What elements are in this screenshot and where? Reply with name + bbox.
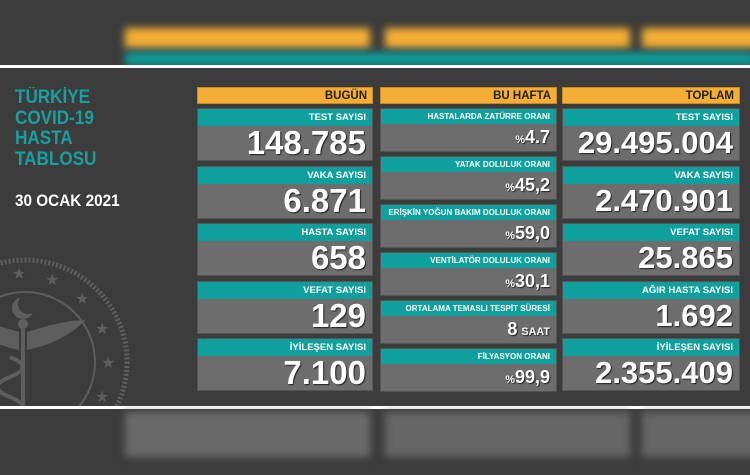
- percent-prefix: %: [505, 182, 515, 194]
- stat-value: 99,9: [514, 367, 550, 387]
- stat-value: 129: [310, 296, 366, 334]
- stat-label: YATAK DOLULUK ORANI: [381, 157, 556, 172]
- stat-card: YATAK DOLULUK ORANI %45,2: [380, 156, 557, 200]
- svg-text:★: ★: [95, 319, 109, 338]
- stat-label: AĞIR HASTA SAYISI: [563, 281, 739, 299]
- week-column: BU HAFTA HASTALARDA ZATÜRRE ORANI %4.7 YAT…: [380, 87, 557, 397]
- stat-value-row: %59,0: [381, 220, 556, 250]
- blurred-header-bar: [642, 28, 750, 48]
- divider-top: [0, 65, 750, 68]
- stat-label: FİLYASYON ORANI: [381, 349, 556, 364]
- stat-value: 8: [507, 319, 518, 339]
- stat-value-row: %99,9: [381, 364, 556, 394]
- today-column: BUGÜN TEST SAYISI 148.785 VAKA SAYISI 6.871…: [197, 87, 373, 397]
- stat-value-row: 6.871: [198, 181, 372, 219]
- stat-label: ORTALAMA TEMASLI TESPİT SÜRESİ: [381, 301, 556, 316]
- blurred-teal-bar: [125, 52, 750, 66]
- stat-card: HASTALARDA ZATÜRRE ORANI %4.7: [380, 108, 557, 152]
- stat-value-row: %45,2: [381, 172, 556, 202]
- stat-value-row: 2.470.901: [563, 182, 739, 218]
- stat-value: 148.785: [246, 124, 366, 161]
- svg-text:★: ★: [45, 270, 59, 289]
- stat-value-row: 2.355.409: [563, 356, 739, 390]
- stat-card: ORTALAMA TEMASLI TESPİT SÜRESİ 8 SAAT: [380, 300, 557, 344]
- blurred-card: [642, 412, 750, 457]
- title-line: COVID-19: [15, 107, 94, 129]
- stat-card: VEFAT SAYISI 25.865: [562, 223, 740, 276]
- today-header: BUGÜN: [197, 87, 373, 104]
- blurred-header-bar: [125, 28, 370, 48]
- stat-label: VEFAT SAYISI: [198, 281, 372, 299]
- stat-value-row: 29.495.004: [563, 126, 739, 160]
- stat-value-row: 658: [198, 241, 372, 275]
- stat-value-row: 1.692: [563, 297, 739, 333]
- stat-value: 4.7: [524, 127, 550, 147]
- stat-card: TEST SAYISI 148.785: [197, 108, 373, 161]
- stat-value: 7.100: [283, 354, 366, 391]
- stat-value-row: 129: [198, 296, 372, 334]
- svg-text:★: ★: [12, 264, 26, 283]
- stat-value: 1.692: [655, 297, 733, 333]
- week-header: BU HAFTA: [380, 87, 557, 104]
- divider-bottom: [0, 406, 750, 409]
- total-header: TOPLAM: [562, 87, 740, 104]
- stat-label: VAKA SAYISI: [563, 166, 739, 184]
- total-column: TOPLAM TEST SAYISI 29.495.004 VAKA SAYISI 2…: [562, 87, 740, 397]
- stat-card: İYİLEŞEN SAYISI 7.100: [197, 338, 373, 391]
- percent-prefix: %: [505, 230, 515, 242]
- stat-card: FİLYASYON ORANI %99,9: [380, 348, 557, 392]
- stat-value: 2.470.901: [595, 182, 733, 218]
- percent-prefix: %: [505, 278, 515, 290]
- stat-card: VENTİLATÖR DOLULUK ORANI %30,1: [380, 252, 557, 296]
- title-line: TABLOSU: [15, 148, 97, 170]
- stat-card: VAKA SAYISI 2.470.901: [562, 165, 740, 219]
- stat-value-row: 25.865: [563, 241, 739, 275]
- stat-value: 6.871: [283, 181, 366, 219]
- stat-label: VAKA SAYISI: [198, 166, 372, 184]
- stat-value: 2.355.409: [595, 355, 733, 390]
- stat-value-row: %30,1: [381, 268, 556, 298]
- report-date: 30 OCAK 2021: [15, 191, 120, 210]
- stat-value-row: 7.100: [198, 356, 372, 390]
- stat-card: HASTA SAYISI 658: [197, 223, 373, 276]
- stat-card: VEFAT SAYISI 129: [197, 280, 373, 334]
- stat-value: 59,0: [514, 223, 550, 243]
- unit-suffix: SAAT: [521, 326, 550, 338]
- stat-label: HASTALARDA ZATÜRRE ORANI: [381, 109, 556, 124]
- stat-label: VENTİLATÖR DOLULUK ORANI: [381, 253, 556, 268]
- stat-value: 25.865: [638, 240, 733, 275]
- stat-value: 30,1: [514, 271, 550, 291]
- page-title: TÜRKİYE COVID-19 HASTA TABLOSU: [15, 87, 97, 170]
- stat-label: TEST SAYISI: [198, 109, 372, 126]
- stat-label: VEFAT SAYISI: [563, 224, 739, 241]
- title-line: HASTA: [15, 128, 73, 149]
- blurred-card: [385, 412, 630, 457]
- percent-prefix: %: [505, 374, 515, 386]
- stat-label: HASTA SAYISI: [198, 224, 372, 241]
- stat-card: VAKA SAYISI 6.871: [197, 165, 373, 219]
- title-line: TÜRKİYE: [15, 87, 91, 108]
- blurred-card: [125, 412, 370, 457]
- stat-card: TEST SAYISI 29.495.004: [562, 108, 740, 161]
- stat-value-row: 8 SAAT: [381, 316, 556, 346]
- percent-prefix: %: [515, 134, 525, 146]
- stat-value-row: 148.785: [198, 126, 372, 160]
- ministry-emblem-icon: ★ ★ ★ ★ ★ ★: [0, 257, 130, 407]
- stat-value: 658: [310, 239, 366, 276]
- stat-label: İYİLEŞEN SAYISI: [563, 339, 739, 356]
- stat-value-row: %4.7: [381, 124, 556, 154]
- svg-text:★: ★: [95, 387, 109, 406]
- stat-label: İYİLEŞEN SAYISI: [198, 339, 372, 356]
- svg-text:★: ★: [75, 289, 89, 308]
- stat-value: 29.495.004: [577, 125, 733, 160]
- blurred-header-bar: [385, 28, 630, 48]
- stat-card: AĞIR HASTA SAYISI 1.692: [562, 280, 740, 334]
- stat-label: TEST SAYISI: [563, 109, 739, 126]
- covid-table-panel: ★ ★ ★ ★ ★ ★ TÜRKİYE COVID-19 HASTA TABLOSU 3…: [0, 68, 750, 407]
- stat-card: İYİLEŞEN SAYISI 2.355.409: [562, 338, 740, 391]
- stat-label: ERİŞKİN YOĞUN BAKIM DOLULUK ORANI: [381, 205, 556, 220]
- stat-value: 45,2: [514, 175, 550, 195]
- stat-card: ERİŞKİN YOĞUN BAKIM DOLULUK ORANI %59,0: [380, 204, 557, 248]
- svg-text:★: ★: [101, 353, 115, 372]
